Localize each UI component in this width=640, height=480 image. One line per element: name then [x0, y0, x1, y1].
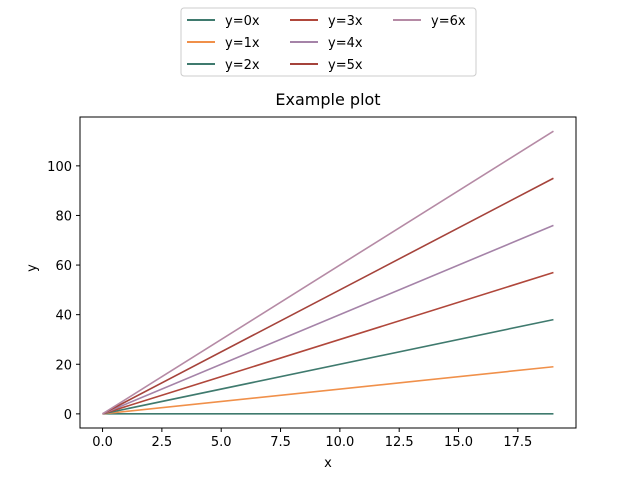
x-tick-label: 12.5	[385, 435, 414, 450]
series-line-6	[102, 130, 554, 415]
legend-label: y=6x	[431, 14, 466, 29]
legend-item-0: y=0x	[187, 14, 260, 29]
x-axis-label: x	[324, 456, 332, 471]
y-tick-label: 80	[55, 209, 72, 224]
y-tick-label: 20	[55, 358, 72, 373]
legend-label: y=5x	[328, 58, 363, 73]
legend-label: y=3x	[328, 14, 363, 29]
x-tick-label: 2.5	[152, 435, 173, 450]
y-tick-label: 100	[47, 160, 72, 175]
legend: y=0x y=1x y=2x y=3x y=4x y=5x y=6x	[180, 7, 477, 77]
series-line-4	[102, 224, 554, 415]
legend-label: y=4x	[328, 36, 363, 51]
legend-item-3: y=3x	[290, 14, 363, 29]
x-tick-label: 15.0	[444, 435, 473, 450]
y-axis-label: y	[25, 264, 40, 272]
y-tick-label: 60	[55, 259, 72, 274]
legend-item-4: y=4x	[290, 36, 363, 51]
legend-item-6: y=6x	[393, 14, 466, 29]
x-tick-label: 5.0	[211, 435, 232, 450]
series-line-1	[102, 365, 554, 415]
chart-title: Example plot	[275, 90, 380, 109]
series-layer	[102, 130, 554, 415]
legend-item-1: y=1x	[187, 36, 260, 51]
legend-items: y=0x y=1x y=2x y=3x y=4x y=5x y=6x	[187, 14, 466, 73]
legend-label: y=2x	[225, 58, 260, 73]
y-tick-label: 0	[64, 408, 72, 423]
plot-frame	[79, 116, 577, 429]
x-axis: 0.0 2.5 5.0 7.5 10.0 12.5 15.0 17.5	[92, 428, 532, 450]
x-tick-label: 17.5	[503, 435, 532, 450]
legend-item-2: y=2x	[187, 58, 260, 73]
y-axis: 0 20 40 60 80 100	[47, 160, 80, 423]
x-tick-label: 10.0	[325, 435, 354, 450]
series-line-5	[102, 177, 554, 415]
x-tick-label: 0.0	[92, 435, 113, 450]
series-line-2	[102, 318, 554, 415]
series-line-3	[102, 271, 554, 415]
legend-frame	[180, 7, 477, 77]
legend-label: y=1x	[225, 36, 260, 51]
y-tick-label: 40	[55, 309, 72, 324]
x-tick-label: 7.5	[270, 435, 291, 450]
legend-label: y=0x	[225, 14, 260, 29]
legend-item-5: y=5x	[290, 58, 363, 73]
